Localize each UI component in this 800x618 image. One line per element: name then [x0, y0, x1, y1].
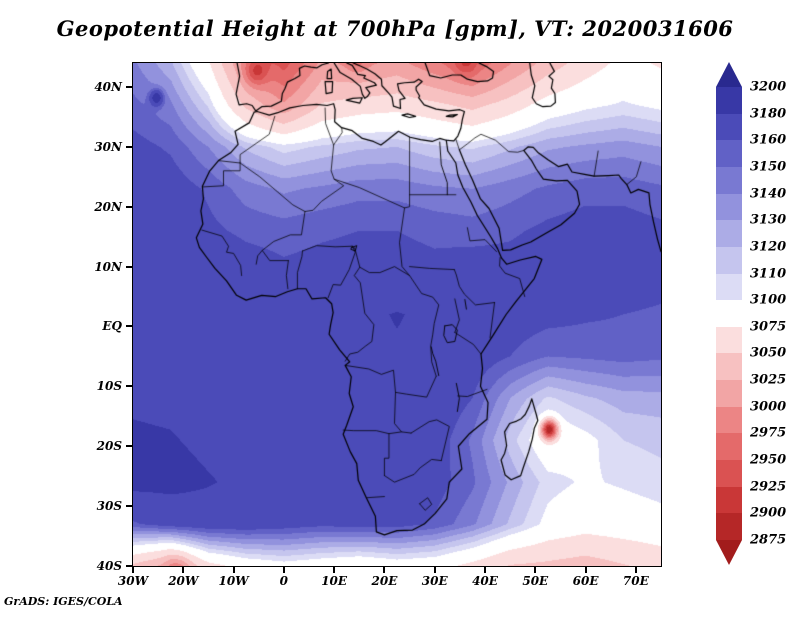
lon-tick-label: 30W	[117, 574, 149, 588]
lon-tick	[484, 566, 486, 573]
lon-tick	[282, 566, 285, 573]
colorbar-legend: 3200 3180 3160 3150 3140 3130 3120 3110 3100 3075…	[716, 62, 800, 565]
lon-tick-label: 10W	[218, 574, 249, 588]
colorbar-value-label: 3120	[750, 239, 787, 255]
lat-tick-label: 30S	[96, 499, 122, 514]
colorbar-segment	[716, 273, 742, 301]
grads-attribution: GrADS: IGES/COLA	[4, 595, 123, 608]
colorbar-value-label: 3050	[750, 345, 787, 361]
colorbar-segment	[716, 406, 742, 434]
lon-tick	[182, 566, 185, 573]
lon-tick-label: 50E	[522, 574, 549, 588]
lat-tick	[126, 505, 133, 508]
colorbar-value-label: 2875	[750, 532, 787, 548]
colorbar-segment	[716, 460, 742, 487]
colorbar-segment	[716, 326, 742, 354]
map-frame: 40N 30N 20N 10N EQ 10S 20S 30S 40S 30W 20W 10W 0 10E 2…	[94, 62, 662, 588]
plot-title: Geopotential Height at 700hPa [gpm], VT:…	[56, 16, 734, 41]
lon-tick-label: 20E	[371, 574, 398, 588]
lat-tick-label: 40N	[94, 79, 122, 94]
lon-tick	[232, 566, 235, 573]
colorbar-segment	[716, 87, 742, 114]
map-canvas	[133, 63, 661, 566]
lat-tick-label: 10S	[96, 379, 122, 394]
lat-tick	[126, 385, 133, 388]
colorbar-segment	[716, 380, 742, 407]
lat-tick-label: 10N	[94, 259, 122, 274]
lon-tick	[634, 566, 637, 573]
colorbar-segment	[716, 300, 742, 327]
colorbar-segment	[716, 140, 742, 167]
lon-tick-label: 30E	[421, 574, 448, 588]
lat-tick	[126, 325, 133, 328]
colorbar-value-label: 2950	[750, 452, 787, 468]
colorbar-value-label: 3000	[750, 399, 787, 415]
colorbar-value-label: 2975	[750, 425, 787, 441]
colorbar-segment	[716, 246, 742, 274]
lat-tick-label: 40S	[96, 559, 122, 573]
lat-tick-label: 20N	[94, 199, 122, 214]
colorbar-value-label: 3140	[750, 186, 787, 202]
lon-tick-label: 0	[279, 574, 289, 588]
colorbar-value-label: 2925	[750, 479, 787, 495]
colorbar-arrow-down	[716, 540, 742, 565]
colorbar-value-label: 3150	[750, 159, 787, 175]
colorbar-segment	[716, 513, 742, 540]
colorbar-value-label: 3100	[750, 292, 787, 308]
lat-tick-label: 20S	[96, 439, 122, 454]
colorbar-segment	[716, 486, 742, 514]
colorbar-value-label: 2900	[750, 505, 787, 521]
colorbar-value-label: 3075	[750, 319, 787, 335]
lon-tick-label: 20W	[168, 574, 199, 588]
lon-tick-label: 40E	[472, 574, 498, 588]
lat-tick	[126, 445, 133, 448]
lat-tick	[126, 205, 133, 208]
lon-tick	[433, 566, 436, 573]
colorbar-value-label: 3160	[750, 132, 787, 148]
lon-tick	[333, 566, 336, 573]
colorbar-value-label: 3110	[750, 266, 787, 282]
lon-tick-label: 10E	[321, 574, 348, 588]
colorbar-segment	[716, 193, 742, 221]
lat-tick-label: 30N	[94, 139, 122, 154]
lon-tick	[534, 566, 537, 573]
colorbar-segment	[716, 353, 742, 381]
lon-tick-label: 60E	[572, 574, 599, 588]
lat-tick	[126, 85, 133, 88]
colorbar-segment	[716, 113, 742, 141]
lat-tick-label: EQ	[102, 319, 122, 334]
colorbar-value-label: 3130	[750, 212, 787, 228]
lon-tick	[383, 566, 386, 573]
colorbar-arrow-up	[716, 62, 742, 87]
lon-tick	[132, 566, 134, 573]
lat-tick	[126, 145, 133, 148]
colorbar-value-label: 3180	[750, 106, 787, 122]
lat-tick	[126, 565, 133, 567]
colorbar-segment	[716, 166, 742, 194]
colorbar-value-label: 3200	[750, 79, 787, 95]
colorbar-segment	[716, 220, 742, 247]
lat-tick	[126, 265, 133, 268]
colorbar-segment	[716, 433, 742, 461]
lon-tick-label: 70E	[622, 574, 649, 588]
lon-tick	[584, 566, 587, 573]
colorbar-value-label: 3025	[750, 372, 787, 388]
